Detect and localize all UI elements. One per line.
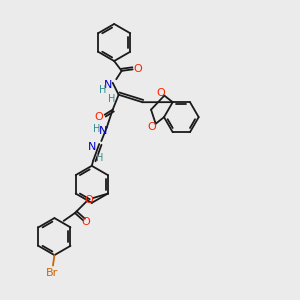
Text: O: O xyxy=(81,217,90,227)
Text: O: O xyxy=(95,112,103,122)
Text: O: O xyxy=(84,195,93,205)
Text: N: N xyxy=(99,127,107,136)
Text: H: H xyxy=(96,153,103,164)
Text: O: O xyxy=(156,88,165,98)
Text: N: N xyxy=(103,80,112,90)
Text: H: H xyxy=(108,94,116,103)
Text: Br: Br xyxy=(46,268,58,278)
Text: O: O xyxy=(134,64,142,74)
Text: N: N xyxy=(88,142,96,152)
Text: H: H xyxy=(98,85,106,95)
Text: H: H xyxy=(93,124,100,134)
Text: O: O xyxy=(148,122,157,132)
